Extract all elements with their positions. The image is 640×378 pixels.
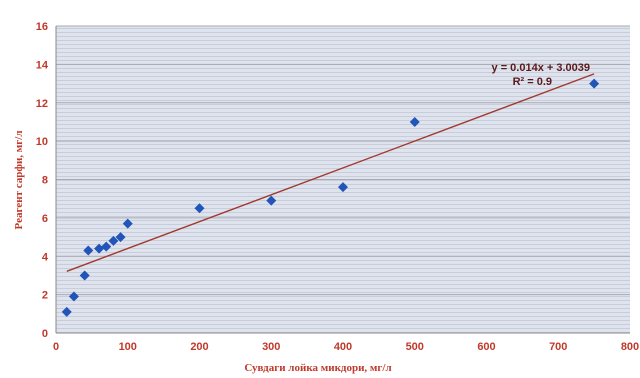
x-tick-label: 500: [406, 341, 424, 353]
x-axis-title: Сувдаги лойка микдори, мг/л: [244, 362, 391, 374]
x-tick-label: 300: [262, 341, 280, 353]
y-axis-title: Реагент сарфи, мг/л: [13, 131, 25, 230]
data-points: [61, 78, 600, 317]
y-tick-label: 2: [42, 290, 48, 302]
y-tick-labels: 0 2 4 6 8 10 12 14 16: [36, 21, 49, 340]
data-point: [409, 116, 420, 127]
x-tick-label: 100: [119, 341, 137, 353]
trendline-equation: y = 0.014x + 3.0039: [492, 62, 590, 74]
data-point: [101, 241, 112, 252]
trendline: [66, 73, 595, 272]
data-point: [266, 195, 277, 206]
data-point: [61, 306, 72, 317]
data-point: [338, 182, 348, 193]
x-tick-label: 700: [549, 341, 567, 353]
gridlines: [56, 25, 630, 296]
data-point: [79, 270, 90, 281]
y-tick-label: 12: [36, 98, 48, 110]
data-point: [108, 235, 119, 246]
data-point: [115, 232, 126, 243]
data-point: [122, 218, 133, 229]
y-tick-label: 10: [36, 136, 48, 148]
data-point: [83, 245, 94, 256]
x-tick-label: 600: [477, 341, 495, 353]
data-point: [194, 203, 205, 214]
y-tick-label: 8: [42, 175, 48, 187]
y-tick-label: 4: [42, 251, 49, 263]
y-tick-label: 14: [36, 59, 49, 71]
data-point: [589, 78, 600, 89]
y-tick-label: 6: [42, 213, 48, 225]
data-point: [68, 291, 79, 302]
x-tick-label: 0: [53, 341, 59, 353]
x-tick-label: 800: [621, 341, 639, 353]
trendline-r2: R² = 0.9: [513, 76, 552, 88]
y-tick-label: 0: [42, 328, 48, 340]
x-tick-label: 200: [190, 341, 208, 353]
y-tick-label: 16: [36, 21, 48, 33]
data-point: [94, 243, 105, 254]
x-tick-label: 400: [334, 341, 352, 353]
x-tick-labels: 0 100 200 300 400 500 600 700 800: [53, 341, 639, 353]
